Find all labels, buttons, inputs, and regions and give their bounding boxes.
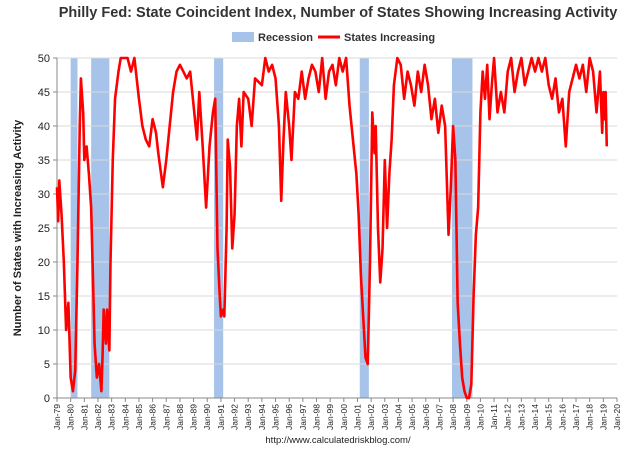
x-tick-label: Jan-88 [175, 404, 185, 430]
x-tick-label: Jan-12 [503, 404, 513, 430]
x-tick-label: Jan-87 [161, 404, 171, 430]
source: http://www.calculatedriskblog.com/ [265, 435, 411, 446]
y-tick-label: 50 [38, 53, 50, 65]
x-tick-label: Jan-95 [271, 404, 281, 430]
x-tick-label: Jan-16 [557, 404, 567, 430]
series-line [55, 56, 609, 400]
x-tick-label: Jan-94 [257, 404, 267, 430]
x-tick-label: Jan-07 [434, 404, 444, 430]
legend-label: States Increasing [344, 32, 435, 44]
x-tick-label: Jan-91 [216, 404, 226, 430]
y-tick-label: 0 [44, 393, 50, 405]
x-tick-label: Jan-06 [421, 404, 431, 430]
y-tick-label: 25 [38, 223, 50, 235]
x-tick-label: Jan-81 [79, 404, 89, 430]
y-tick-label: 35 [38, 155, 50, 167]
x-tick-label: Jan-14 [530, 404, 540, 430]
x-tick-label: Jan-83 [107, 404, 117, 430]
x-tick-label: Jan-19 [598, 404, 608, 430]
x-tick-label: Jan-90 [202, 404, 212, 430]
x-tick-label: Jan-04 [393, 404, 403, 430]
x-tick-label: Jan-10 [475, 404, 485, 430]
y-tick-label: 10 [38, 325, 50, 337]
x-tick-label: Jan-08 [448, 404, 458, 430]
x-tick-label: Jan-85 [134, 404, 144, 430]
x-tick-label: Jan-15 [544, 404, 554, 430]
x-tick-label: Jan-93 [243, 404, 253, 430]
x-tick-label: Jan-11 [489, 404, 499, 430]
legend-swatch [232, 32, 254, 42]
x-tick-label: Jan-18 [585, 404, 595, 430]
x-tick-label: Jan-01 [352, 404, 362, 430]
x-tick-label: Jan-80 [66, 404, 76, 430]
x-tick-label: Jan-99 [325, 404, 335, 430]
chart-title: Philly Fed: State Coincident Index, Numb… [59, 5, 618, 21]
x-tick-label: Jan-98 [312, 404, 322, 430]
x-tick-label: Jan-79 [52, 404, 62, 430]
x-tick-label: Jan-03 [380, 404, 390, 430]
x-tick-label: Jan-96 [284, 404, 294, 430]
x-tick-label: Jan-09 [462, 404, 472, 430]
x-tick-label: Jan-97 [298, 404, 308, 430]
x-tick-label: Jan-13 [516, 404, 526, 430]
x-tick-label: Jan-02 [366, 404, 376, 430]
y-axis-label: Number of States with Increasing Activit… [12, 119, 24, 336]
x-tick-label: Jan-89 [189, 404, 199, 430]
x-tick-label: Jan-82 [93, 404, 103, 430]
y-tick-label: 20 [38, 257, 50, 269]
y-tick-label: 40 [38, 121, 50, 133]
x-tick-label: Jan-86 [148, 404, 158, 430]
x-tick-label: Jan-20 [612, 404, 622, 430]
y-tick-label: 15 [38, 291, 50, 303]
y-tick-label: 5 [44, 359, 50, 371]
x-tick-label: Jan-17 [571, 404, 581, 430]
x-tick-label: Jan-00 [339, 404, 349, 430]
legend-label: Recession [258, 32, 313, 44]
y-tick-label: 30 [38, 189, 50, 201]
x-tick-label: Jan-92 [230, 404, 240, 430]
x-tick-label: Jan-84 [120, 404, 130, 430]
y-tick-label: 45 [38, 87, 50, 99]
x-tick-label: Jan-05 [407, 404, 417, 430]
